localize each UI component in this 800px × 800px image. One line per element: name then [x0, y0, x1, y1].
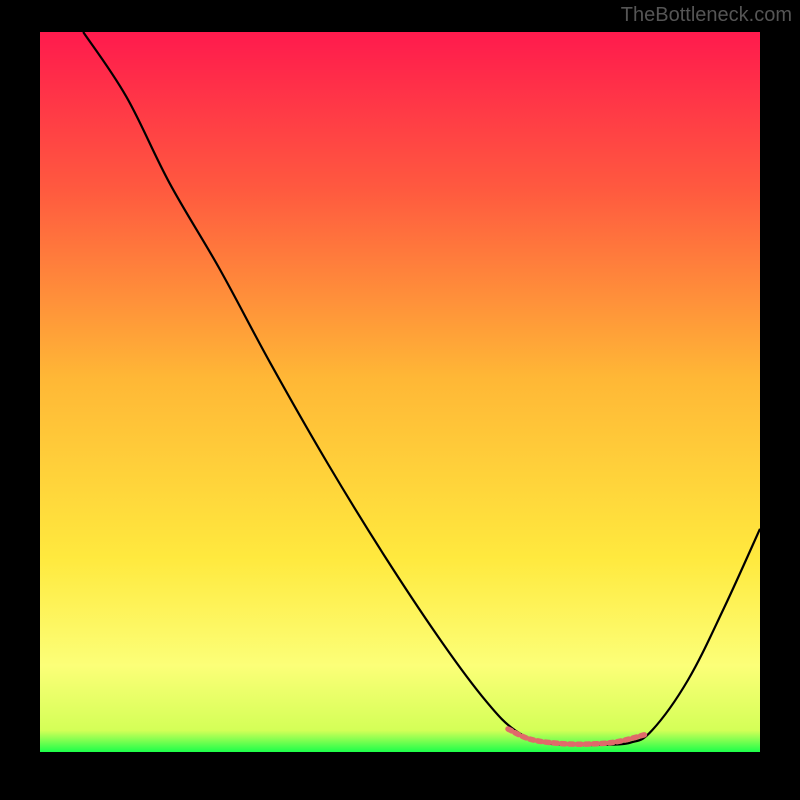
plot-area [40, 32, 760, 752]
chart-container: TheBottleneck.com [0, 0, 800, 800]
attribution-label: TheBottleneck.com [621, 4, 792, 27]
bottleneck-curve [83, 32, 760, 745]
curve-layer [40, 32, 760, 752]
optimal-range-highlight [508, 729, 645, 744]
